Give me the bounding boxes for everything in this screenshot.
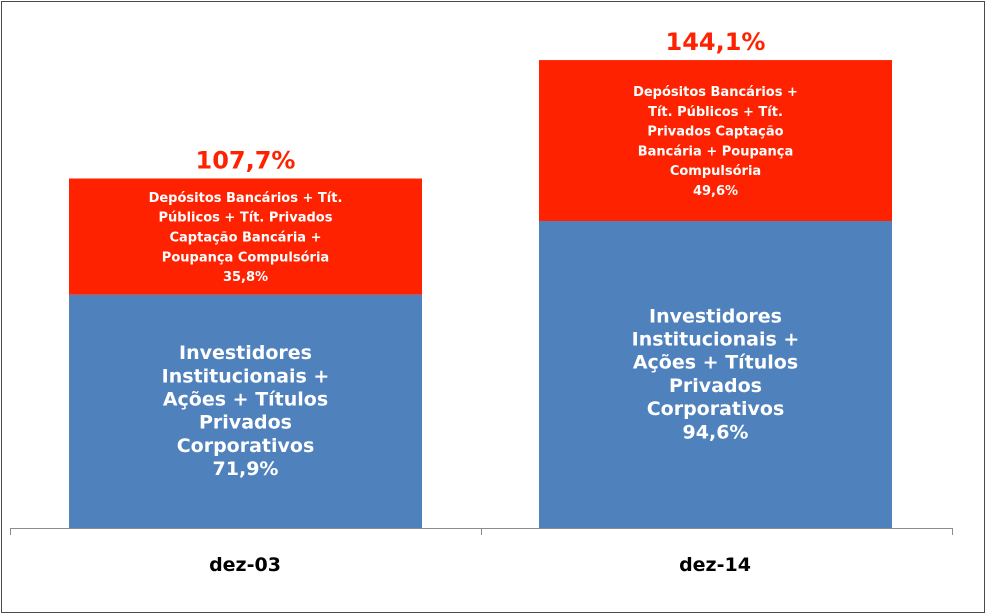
segment-label-institutional-dez-14: Investidores Institucionais + Ações + Títu… <box>632 305 800 443</box>
total-label-dez-03: 107,7% <box>196 147 296 175</box>
bar-segment-banking-dez-03 <box>69 178 422 295</box>
total-label-dez-14: 144,1% <box>666 28 766 56</box>
category-label-dez-14: dez-14 <box>679 554 751 576</box>
category-label-dez-03: dez-03 <box>209 554 281 576</box>
bar-segment-institutional-dez-03 <box>69 294 422 528</box>
segment-label-banking-dez-03: Depósitos Bancários + Tít. Públicos + Tít… <box>149 191 343 285</box>
segment-label-institutional-dez-03: Investidores Institucionais + Ações + Títu… <box>162 342 330 480</box>
segment-label-banking-dez-14: Depósitos Bancários + Tít. Públicos + Tít… <box>633 85 798 199</box>
bar-segment-institutional-dez-14 <box>539 221 892 528</box>
bar-segment-banking-dez-14 <box>539 60 892 222</box>
